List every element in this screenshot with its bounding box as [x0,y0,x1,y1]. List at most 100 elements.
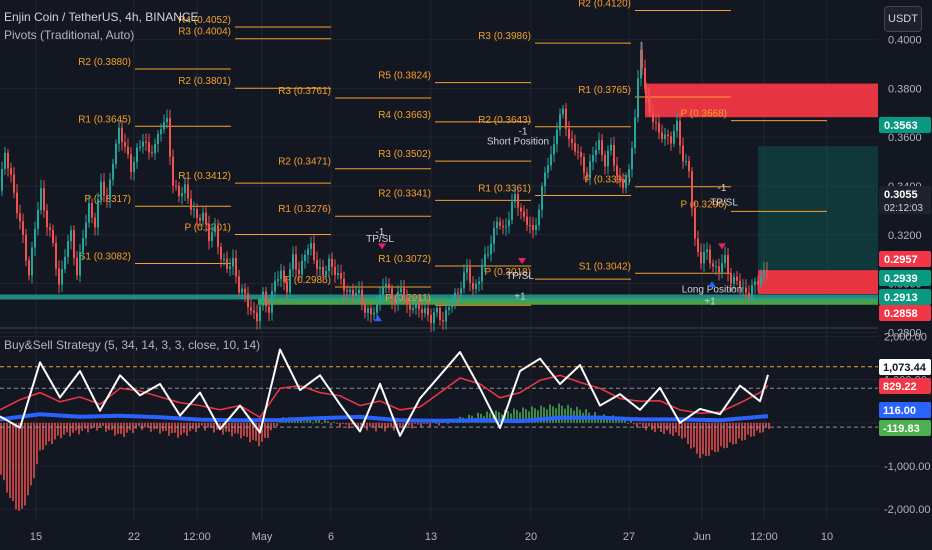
candle-body [644,68,646,89]
osc-histogram-bar [24,422,26,506]
osc-histogram-bar [624,420,626,423]
pivot-indicator-label[interactable]: Pivots (Traditional, Auto) [4,28,135,42]
osc-histogram-bar [90,422,92,429]
osc-histogram-bar [555,408,557,423]
candle-body [499,221,501,226]
time-axis-label: 27 [623,531,635,543]
osc-histogram-bar [708,422,710,456]
pivot-label: P (0.3201) [184,223,231,234]
candle-body [664,134,666,139]
candle-body [682,145,684,162]
candle-body [94,217,96,228]
osc-histogram-bar [81,422,83,431]
candle-body [331,258,333,267]
currency-button[interactable]: USDT [884,6,922,32]
osc-histogram-bar [333,421,335,423]
strategy-indicator-label[interactable]: Buy&Sell Strategy (5, 34, 14, 3, 3, clos… [4,338,261,352]
osc-histogram-bar [36,422,38,465]
candle-body [460,288,462,294]
osc-histogram-bar [321,422,323,424]
osc-histogram-bar [9,422,11,498]
candle-body [241,288,243,293]
osc-histogram-bar [327,421,329,423]
osc-histogram-bar [72,422,74,433]
osc-histogram-bar [96,422,98,431]
candle-body [397,292,399,305]
pivot-label: S1 (0.3082) [79,252,131,263]
candle-body [688,161,690,172]
sell-signal-arrow [378,243,386,250]
osc-histogram-bar [177,422,179,438]
osc-histogram-bar [342,422,344,424]
osc-histogram-bar [258,422,260,447]
candle-body [586,172,588,179]
price-tag [879,186,931,214]
osc-histogram-bar [207,422,209,428]
candle-body [70,230,72,242]
pivot-label: R2 (0.3341) [378,188,431,199]
candle-body [262,291,264,306]
osc-histogram-bar [0,422,2,475]
candle-body [475,284,477,290]
osc-histogram-bar [324,420,326,423]
osc-histogram-bar [132,422,134,434]
sell-signal-arrow [518,258,526,265]
osc-histogram-bar [372,422,374,428]
candle-body [133,162,135,173]
osc-histogram-bar [147,422,149,427]
osc-histogram-bar [414,422,416,424]
candle-body [52,229,54,243]
candle-body [124,142,126,147]
candle-body [148,142,150,153]
support-band [0,294,878,300]
candle-body [652,111,654,123]
candle-body [181,192,183,197]
time-axis-label: May [252,531,273,543]
osc-histogram-bar [501,414,503,423]
candle-body [649,103,651,112]
osc-histogram-bar [267,422,269,438]
candle-body [517,194,519,208]
candle-body [763,270,765,277]
osc-histogram-bar [117,422,119,434]
osc-histogram-bar [270,422,272,431]
candle-body [694,207,696,239]
osc-histogram-bar [519,412,521,423]
candle-body [658,122,660,133]
candle-body [367,308,369,313]
candle-body [307,248,309,255]
candle-body [139,146,141,148]
osc-tag [879,359,931,375]
candle-body [43,188,45,211]
osc-histogram-bar [429,422,431,427]
candle-body [415,303,417,308]
pivot-label: R5 (0.3824) [378,71,431,82]
candle-body [391,288,393,302]
osc-histogram-bar [75,422,77,431]
candle-body [55,242,57,269]
candle-body [97,199,99,228]
candle-body [166,118,168,123]
osc-histogram-bar [693,422,695,448]
candle-body [160,129,162,135]
osc-histogram-bar [252,422,254,440]
osc-histogram-bar [750,422,752,437]
osc-histogram-bar [219,422,221,430]
candle-body [136,147,138,163]
pivot-label: R2 (0.3801) [178,76,231,87]
osc-line-white [0,348,769,437]
candle-body [349,289,351,292]
osc-histogram-bar [540,405,542,423]
candle-body [340,273,342,279]
candle-body [274,280,276,292]
osc-histogram-bar [681,422,683,439]
osc-histogram-bar [546,409,548,423]
candle-body [496,221,498,228]
candle-body [172,156,174,186]
candle-body [628,169,630,177]
osc-histogram-bar [489,412,491,423]
osc-histogram-bar [558,403,560,423]
osc-histogram-bar [423,422,425,424]
osc-histogram-bar [153,422,155,430]
